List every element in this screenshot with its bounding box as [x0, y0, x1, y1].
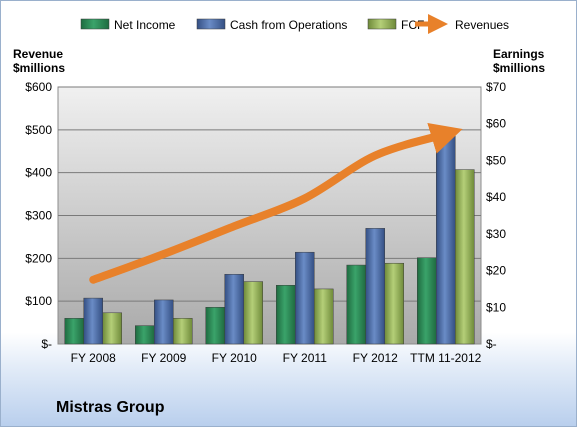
fcf-bar: [455, 169, 475, 345]
right-tick-label: $70: [486, 80, 506, 94]
right-tick-label: $30: [486, 227, 506, 241]
cash-from-operations-bar: [436, 128, 456, 345]
right-tick-label: $60: [486, 117, 506, 131]
x-tick-label: FY 2010: [212, 351, 257, 365]
left-axis-title: Revenue $millions: [13, 47, 66, 75]
x-tick-label: FY 2011: [283, 351, 328, 365]
legend-net-income-swatch: [80, 18, 110, 30]
right-tick-label: $50: [486, 153, 506, 167]
net-income-bar: [64, 318, 84, 345]
left-tick-label: $500: [25, 123, 52, 137]
legend-revenues-label: Revenues: [455, 18, 509, 32]
x-tick-label: TTM 11-2012: [410, 351, 481, 365]
cash-from-operations-bar: [295, 251, 315, 345]
fcf-bar: [384, 262, 404, 345]
net-income-bar: [346, 264, 366, 345]
legend-cash-from-operations-swatch: [196, 18, 226, 30]
net-income-bar: [205, 307, 225, 345]
left-tick-label: $300: [25, 209, 52, 223]
right-tick-label: $10: [486, 300, 506, 314]
net-income-bar: [417, 257, 437, 345]
left-tick-label: $200: [25, 251, 52, 265]
legend-fcf-swatch: [367, 18, 397, 30]
revenues-line: [89, 122, 463, 284]
cash-from-operations-bar: [365, 228, 385, 345]
left-tick-label: $600: [25, 80, 52, 94]
right-axis-title: Earnings $millions: [493, 47, 546, 75]
x-tick-label: FY 2008: [71, 351, 116, 365]
left-tick-label: $100: [25, 294, 52, 308]
x-tick-label: FY 2009: [141, 351, 186, 365]
cash-from-operations-bar: [83, 297, 103, 345]
cash-from-operations-bar: [224, 273, 244, 345]
right-tick-label: $-: [486, 337, 497, 351]
right-tick-label: $20: [486, 264, 506, 278]
net-income-bar: [135, 325, 155, 345]
fcf-bar: [243, 281, 263, 345]
left-tick-label: $400: [25, 166, 52, 180]
fcf-bar: [102, 312, 122, 345]
legend-net-income-label: Net Income: [114, 18, 176, 32]
legend-cash-from-operations-label: Cash from Operations: [230, 18, 347, 32]
left-tick-label: $-: [41, 337, 52, 351]
x-tick-label: FY 2012: [353, 351, 398, 365]
cash-from-operations-bar: [154, 299, 174, 345]
right-tick-label: $40: [486, 190, 506, 204]
fcf-bar: [173, 318, 193, 345]
company-name: Mistras Group: [56, 399, 165, 416]
net-income-bar: [276, 285, 296, 345]
fcf-bar: [314, 288, 334, 345]
